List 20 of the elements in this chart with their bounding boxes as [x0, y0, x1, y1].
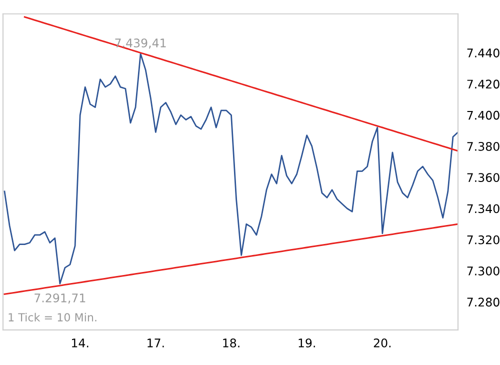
- x-tick-label: 19.: [298, 338, 315, 348]
- y-tick-label: 7.300: [467, 266, 500, 276]
- x-tick-label: 17.: [148, 338, 164, 348]
- x-tick-label: 14.: [72, 338, 88, 348]
- y-tick-label: 7.360: [467, 173, 500, 182]
- annotation: 7.291,71: [34, 293, 86, 304]
- y-tick-label: 7.380: [467, 142, 500, 151]
- line-series: [24, 16, 458, 152]
- y-tick-label: 7.340: [467, 204, 500, 214]
- line-series: [4, 223, 458, 295]
- annotation: 7.439,41: [115, 38, 166, 49]
- y-tick-label: 7.440: [467, 48, 500, 58]
- y-tick-label: 7.280: [467, 298, 500, 307]
- annotation: 1 Tick = 10 Min.: [8, 312, 96, 322]
- x-tick-label: 18.: [223, 338, 240, 348]
- x-tick-label: 20.: [374, 338, 391, 348]
- y-tick-label: 7.420: [467, 80, 500, 89]
- y-tick-label: 7.320: [467, 235, 500, 244]
- line-series: [4, 53, 458, 284]
- y-tick-label: 7.400: [467, 110, 500, 120]
